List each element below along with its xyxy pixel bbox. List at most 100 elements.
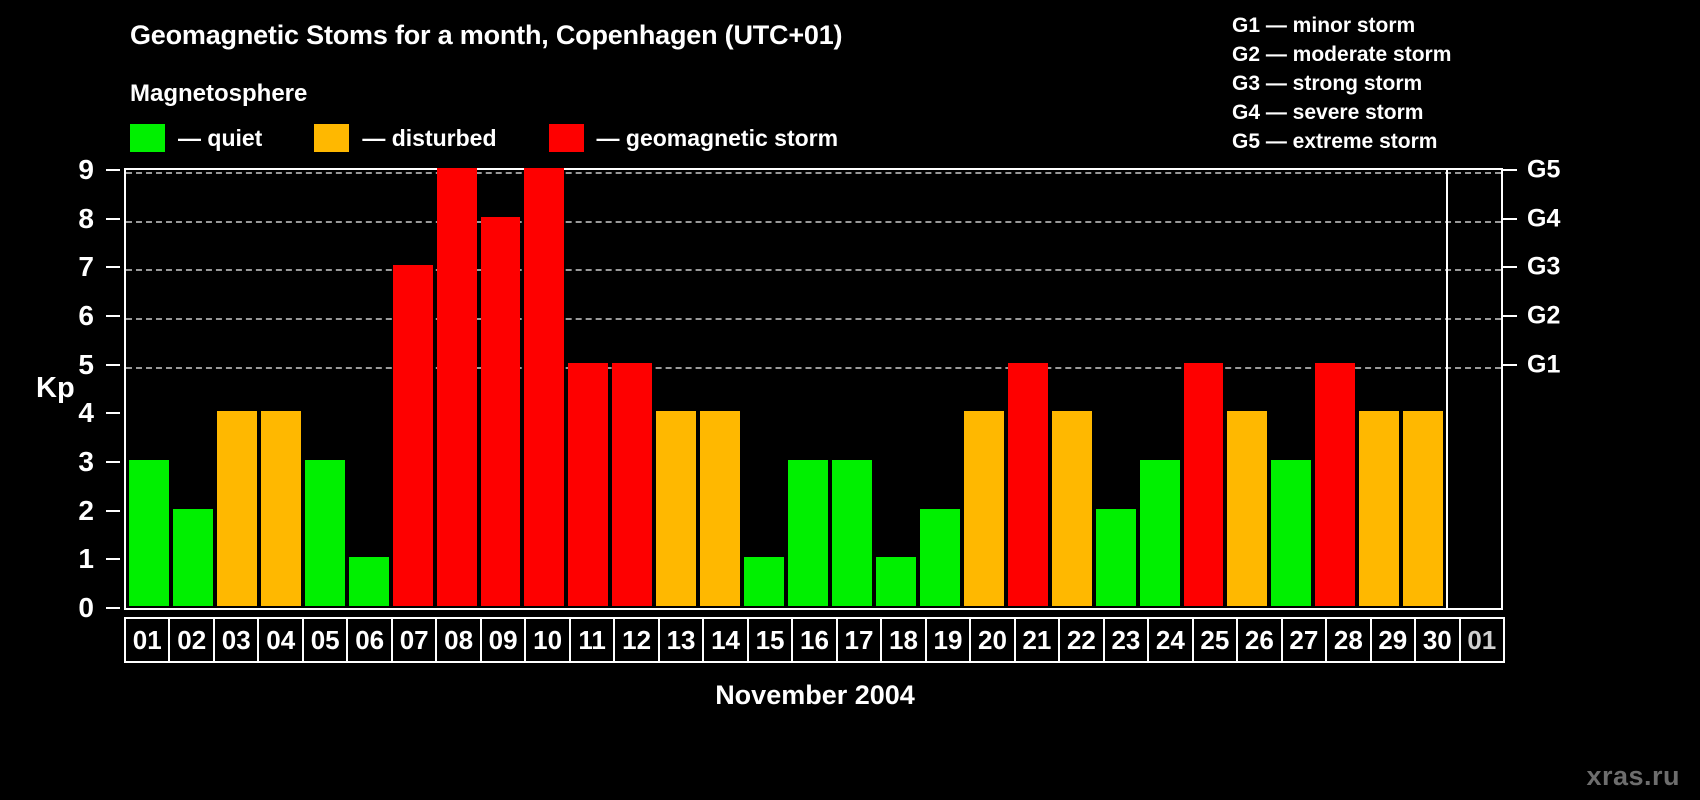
- bar-day-28[interactable]: [1315, 362, 1356, 606]
- date-label-25[interactable]: 25: [1191, 617, 1239, 663]
- date-label-10[interactable]: 10: [524, 617, 571, 663]
- date-label-29[interactable]: 29: [1369, 617, 1417, 663]
- date-label-09[interactable]: 09: [479, 617, 527, 663]
- bar-slot[interactable]: [435, 168, 479, 606]
- date-label-24[interactable]: 24: [1147, 617, 1194, 663]
- bar-slot[interactable]: [1401, 170, 1445, 606]
- y-tick-label-8: 8: [78, 202, 94, 234]
- date-label-03[interactable]: 03: [212, 617, 260, 663]
- bar-day-20[interactable]: [963, 411, 1004, 606]
- bar-day-29[interactable]: [1359, 411, 1400, 606]
- bar-slot[interactable]: [1357, 170, 1401, 606]
- gridline-kp-7: [126, 269, 1501, 272]
- bar-slot[interactable]: [127, 170, 171, 606]
- bar-slot[interactable]: [1182, 170, 1226, 606]
- bar-slot[interactable]: [962, 170, 1006, 606]
- bar-day-11[interactable]: [568, 362, 609, 606]
- y-tick-label-6: 6: [78, 300, 94, 331]
- date-label-17[interactable]: 17: [835, 617, 883, 663]
- bar-day-14[interactable]: [700, 411, 741, 606]
- date-label-01[interactable]: 01: [124, 617, 171, 663]
- bar-day-12[interactable]: [612, 362, 653, 606]
- bar-day-16[interactable]: [788, 460, 828, 606]
- date-label-trailing-01[interactable]: 01: [1458, 617, 1506, 663]
- bar-day-06[interactable]: [348, 557, 389, 606]
- bar-slot[interactable]: [347, 170, 391, 606]
- date-label-15[interactable]: 15: [746, 617, 794, 663]
- bar-slot[interactable]: [1138, 170, 1182, 606]
- g-tick-mark-G2: [1503, 315, 1517, 317]
- date-label-14[interactable]: 14: [702, 617, 749, 663]
- date-label-22[interactable]: 22: [1058, 617, 1105, 663]
- bar-day-24[interactable]: [1139, 460, 1180, 606]
- bar-day-07[interactable]: [392, 265, 433, 606]
- bar-day-01[interactable]: [129, 460, 169, 606]
- date-label-26[interactable]: 26: [1236, 617, 1283, 663]
- bar-day-05[interactable]: [304, 460, 345, 606]
- date-label-13[interactable]: 13: [657, 617, 705, 663]
- date-label-16[interactable]: 16: [791, 617, 838, 663]
- bar-day-15[interactable]: [744, 557, 785, 606]
- bar-slot[interactable]: [610, 170, 654, 606]
- bar-slot[interactable]: [918, 170, 962, 606]
- bar-day-25[interactable]: [1183, 362, 1224, 606]
- bar-day-18[interactable]: [875, 557, 916, 606]
- date-label-30[interactable]: 30: [1414, 617, 1461, 663]
- date-label-05[interactable]: 05: [301, 617, 349, 663]
- bar-slot[interactable]: [566, 170, 610, 606]
- date-label-12[interactable]: 12: [613, 617, 660, 663]
- bar-slot[interactable]: [654, 170, 698, 606]
- bar-day-21[interactable]: [1007, 362, 1048, 606]
- date-label-18[interactable]: 18: [880, 617, 927, 663]
- y-tick-label-9: 9: [78, 154, 94, 185]
- date-label-04[interactable]: 04: [257, 617, 304, 663]
- bar-slot[interactable]: [1225, 170, 1269, 606]
- bar-day-30[interactable]: [1403, 411, 1444, 606]
- date-label-20[interactable]: 20: [969, 617, 1016, 663]
- bar-day-23[interactable]: [1095, 508, 1136, 606]
- date-label-08[interactable]: 08: [435, 617, 482, 663]
- bar-slot[interactable]: [303, 170, 347, 606]
- bar-slot[interactable]: [1050, 170, 1094, 606]
- y-tick-mark-9: [106, 169, 120, 171]
- date-label-28[interactable]: 28: [1325, 617, 1372, 663]
- bar-day-04[interactable]: [260, 411, 301, 606]
- bar-slot[interactable]: [1269, 170, 1313, 606]
- bar-slot[interactable]: [522, 168, 566, 606]
- bar-slot[interactable]: [479, 170, 523, 606]
- bar-slot[interactable]: [171, 170, 215, 606]
- date-label-23[interactable]: 23: [1102, 617, 1150, 663]
- date-label-19[interactable]: 19: [924, 617, 972, 663]
- y-tick-mark-3: [106, 461, 120, 463]
- bar-day-22[interactable]: [1051, 411, 1092, 606]
- bar-slot[interactable]: [698, 170, 742, 606]
- date-label-07[interactable]: 07: [390, 617, 438, 663]
- bar-day-19[interactable]: [919, 508, 960, 606]
- date-label-02[interactable]: 02: [168, 617, 215, 663]
- date-label-21[interactable]: 21: [1013, 617, 1061, 663]
- gridline-kp-6: [126, 318, 1501, 320]
- date-label-11[interactable]: 11: [568, 617, 616, 663]
- bar-day-17[interactable]: [832, 460, 872, 606]
- bar-slot[interactable]: [786, 170, 830, 606]
- bar-day-26[interactable]: [1227, 411, 1268, 606]
- bar-day-13[interactable]: [656, 411, 697, 606]
- bar-slot[interactable]: [1094, 170, 1138, 606]
- bar-slot[interactable]: [259, 170, 303, 606]
- date-label-27[interactable]: 27: [1280, 617, 1328, 663]
- bar-slot[interactable]: [215, 170, 259, 606]
- bar-day-27[interactable]: [1271, 460, 1312, 606]
- bar-day-03[interactable]: [216, 411, 257, 606]
- bar-slot[interactable]: [391, 170, 435, 606]
- bar-day-02[interactable]: [172, 508, 213, 606]
- bar-day-09[interactable]: [480, 216, 521, 606]
- bar-slot[interactable]: [742, 170, 786, 606]
- bar-day-10[interactable]: [524, 168, 565, 606]
- bar-slot[interactable]: [1313, 170, 1357, 606]
- date-label-06[interactable]: 06: [346, 617, 393, 663]
- bar-slot[interactable]: [830, 170, 874, 606]
- bar-slot[interactable]: [874, 170, 918, 606]
- y-tick-mark-0: [106, 607, 120, 609]
- bar-slot[interactable]: [1006, 170, 1050, 606]
- bar-day-08[interactable]: [436, 168, 477, 606]
